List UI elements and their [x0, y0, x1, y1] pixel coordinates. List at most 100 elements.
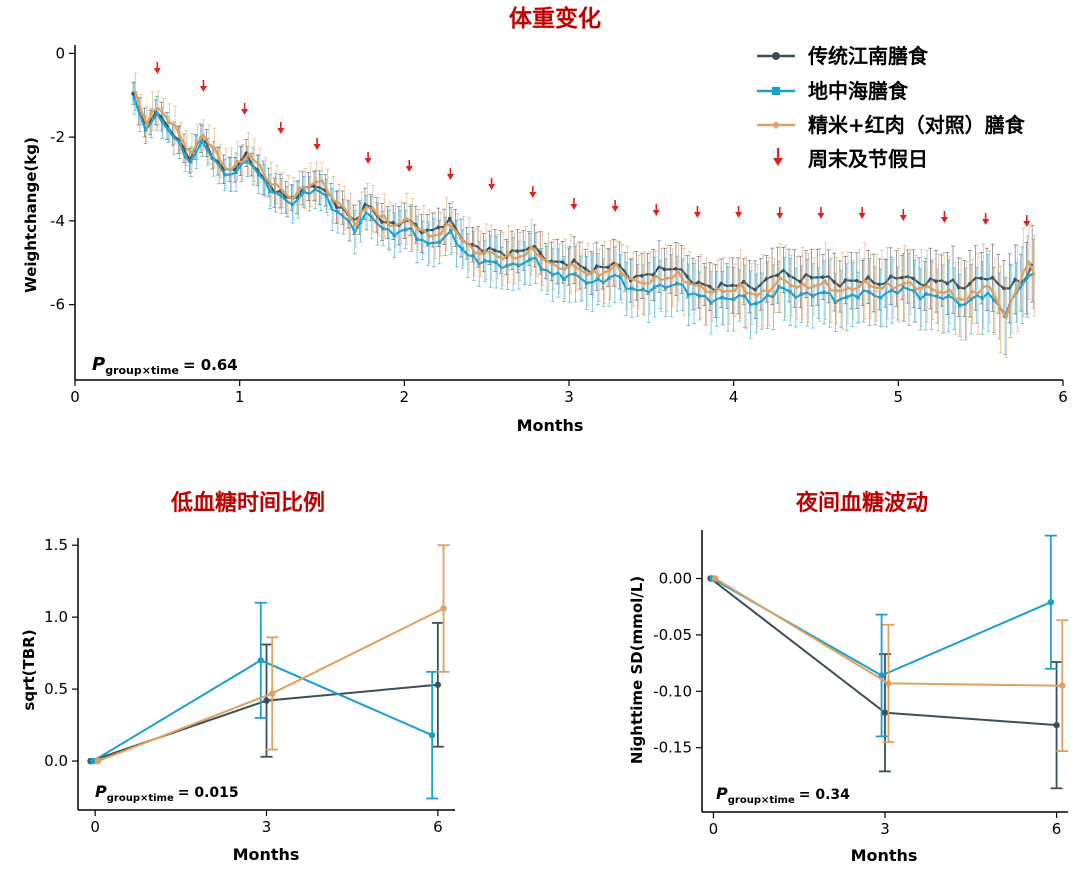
weight-point — [935, 294, 940, 299]
weight-point — [449, 229, 453, 233]
weight-point — [471, 254, 476, 258]
legend-item-control: 精米+红肉（对照）膳食 — [757, 113, 1026, 137]
weight-point — [167, 120, 172, 125]
weight-point — [710, 290, 715, 295]
tbr-point — [257, 657, 264, 664]
night-sd-point — [1059, 682, 1066, 689]
weight-point — [608, 267, 613, 272]
tbr-y-tick-label: 1.5 — [44, 536, 68, 554]
weight-point — [573, 272, 578, 276]
weekend-arrow-head — [570, 204, 578, 210]
weight-point — [664, 285, 668, 290]
legend-item-jiangnan: 传统江南膳食 — [757, 44, 929, 68]
night-sd-y-tick-label: -0.05 — [653, 626, 692, 644]
weight-point — [959, 297, 964, 302]
weight-point — [234, 170, 238, 175]
weight-point — [823, 279, 828, 284]
weight-change-panel: 体重变化 0 1 2 3 4 5 6 0 -2 -4 -6 Months Weightchange(… — [22, 5, 1068, 435]
weight-point — [189, 159, 193, 164]
tbr-line-mediterranean — [92, 659, 433, 762]
weight-point — [642, 281, 647, 286]
weight-point — [211, 156, 216, 161]
weight-point — [607, 276, 612, 280]
tbr-point — [263, 697, 270, 704]
tbr-x-tick-label: 3 — [262, 818, 272, 836]
weight-x-tick-label: 4 — [729, 388, 739, 406]
weight-point — [291, 196, 296, 201]
weight-point — [325, 190, 330, 195]
tbr-y-axis-label: sqrt(TBR) — [20, 629, 38, 710]
weight-point — [618, 275, 623, 279]
weight-point — [551, 262, 556, 267]
tbr-chart-series — [87, 544, 450, 800]
legend-label-jiangnan: 传统江南膳食 — [807, 44, 929, 68]
weight-point — [687, 281, 692, 286]
weight-point — [744, 290, 749, 295]
weight-series-mediterranean — [132, 81, 1036, 355]
weight-point — [313, 187, 318, 192]
weight-point — [925, 284, 930, 289]
weight-point — [539, 267, 544, 272]
weight-point — [924, 292, 928, 296]
tbr-point — [434, 681, 442, 688]
tbr-point — [440, 605, 447, 612]
weight-point — [811, 294, 815, 298]
weight-point — [958, 303, 962, 308]
weekend-arrow-head — [313, 144, 321, 150]
weight-point — [201, 133, 206, 138]
weight-point — [314, 179, 319, 184]
tbr-x-axis-label: Months — [233, 845, 300, 864]
weight-point — [280, 188, 285, 193]
weight-point — [302, 190, 306, 194]
weight-point — [789, 283, 794, 288]
weight-point — [720, 295, 725, 300]
night-sd-point — [1047, 598, 1055, 606]
night-sd-line-jiangnan — [709, 577, 1057, 727]
weight-point — [484, 249, 489, 254]
night-sd-point — [711, 575, 719, 582]
weight-y-tick-label: -4 — [50, 212, 65, 230]
weekend-arrow-head — [982, 219, 990, 225]
night-sd-x-tick-label: 3 — [880, 820, 890, 838]
weight-point — [1015, 286, 1020, 291]
weight-point — [460, 247, 465, 251]
weight-point — [403, 227, 408, 232]
weight-point — [867, 290, 872, 294]
weight-point — [947, 287, 952, 292]
weight-point — [822, 290, 826, 295]
weight-point — [812, 284, 817, 289]
weight-point — [799, 292, 804, 297]
weight-point — [347, 219, 351, 224]
tbr-series-control — [94, 544, 450, 765]
weekend-arrow-head — [1023, 221, 1031, 227]
weekend-arrow-head — [405, 166, 413, 172]
weight-point — [755, 293, 760, 298]
weekend-arrow-head — [446, 174, 454, 180]
weight-point — [563, 267, 568, 272]
weight-point — [133, 89, 138, 94]
weight-point — [777, 285, 781, 289]
weight-point — [324, 194, 329, 198]
weekend-arrow-head — [735, 212, 743, 218]
night-sd-x-tick-label: 6 — [1052, 820, 1062, 838]
weight-point — [800, 281, 805, 286]
weight-point — [472, 250, 477, 255]
weight-point — [245, 159, 250, 164]
weight-point — [946, 294, 951, 298]
weight-point — [132, 96, 137, 100]
weekend-arrow-head — [611, 206, 619, 212]
weight-point — [222, 172, 227, 177]
legend-label-weekend: 周末及节假日 — [808, 147, 928, 171]
weekend-arrow-head — [199, 86, 207, 92]
night-sd-y-tick-label: -0.15 — [653, 739, 692, 757]
weight-point — [991, 298, 996, 302]
weight-point — [765, 293, 770, 297]
weight-point — [437, 240, 442, 244]
weight-point — [144, 122, 149, 127]
weight-point — [834, 288, 839, 293]
weight-x-tick-label: 6 — [1058, 388, 1068, 406]
weekend-arrow-head — [364, 158, 372, 164]
tbr-panel: 低血糖时间比例 0 3 6 0.0 0.5 1.0 1.5 Months sqrt(TBR)… — [20, 490, 455, 864]
weight-point — [269, 182, 274, 187]
weight-point — [754, 301, 759, 306]
